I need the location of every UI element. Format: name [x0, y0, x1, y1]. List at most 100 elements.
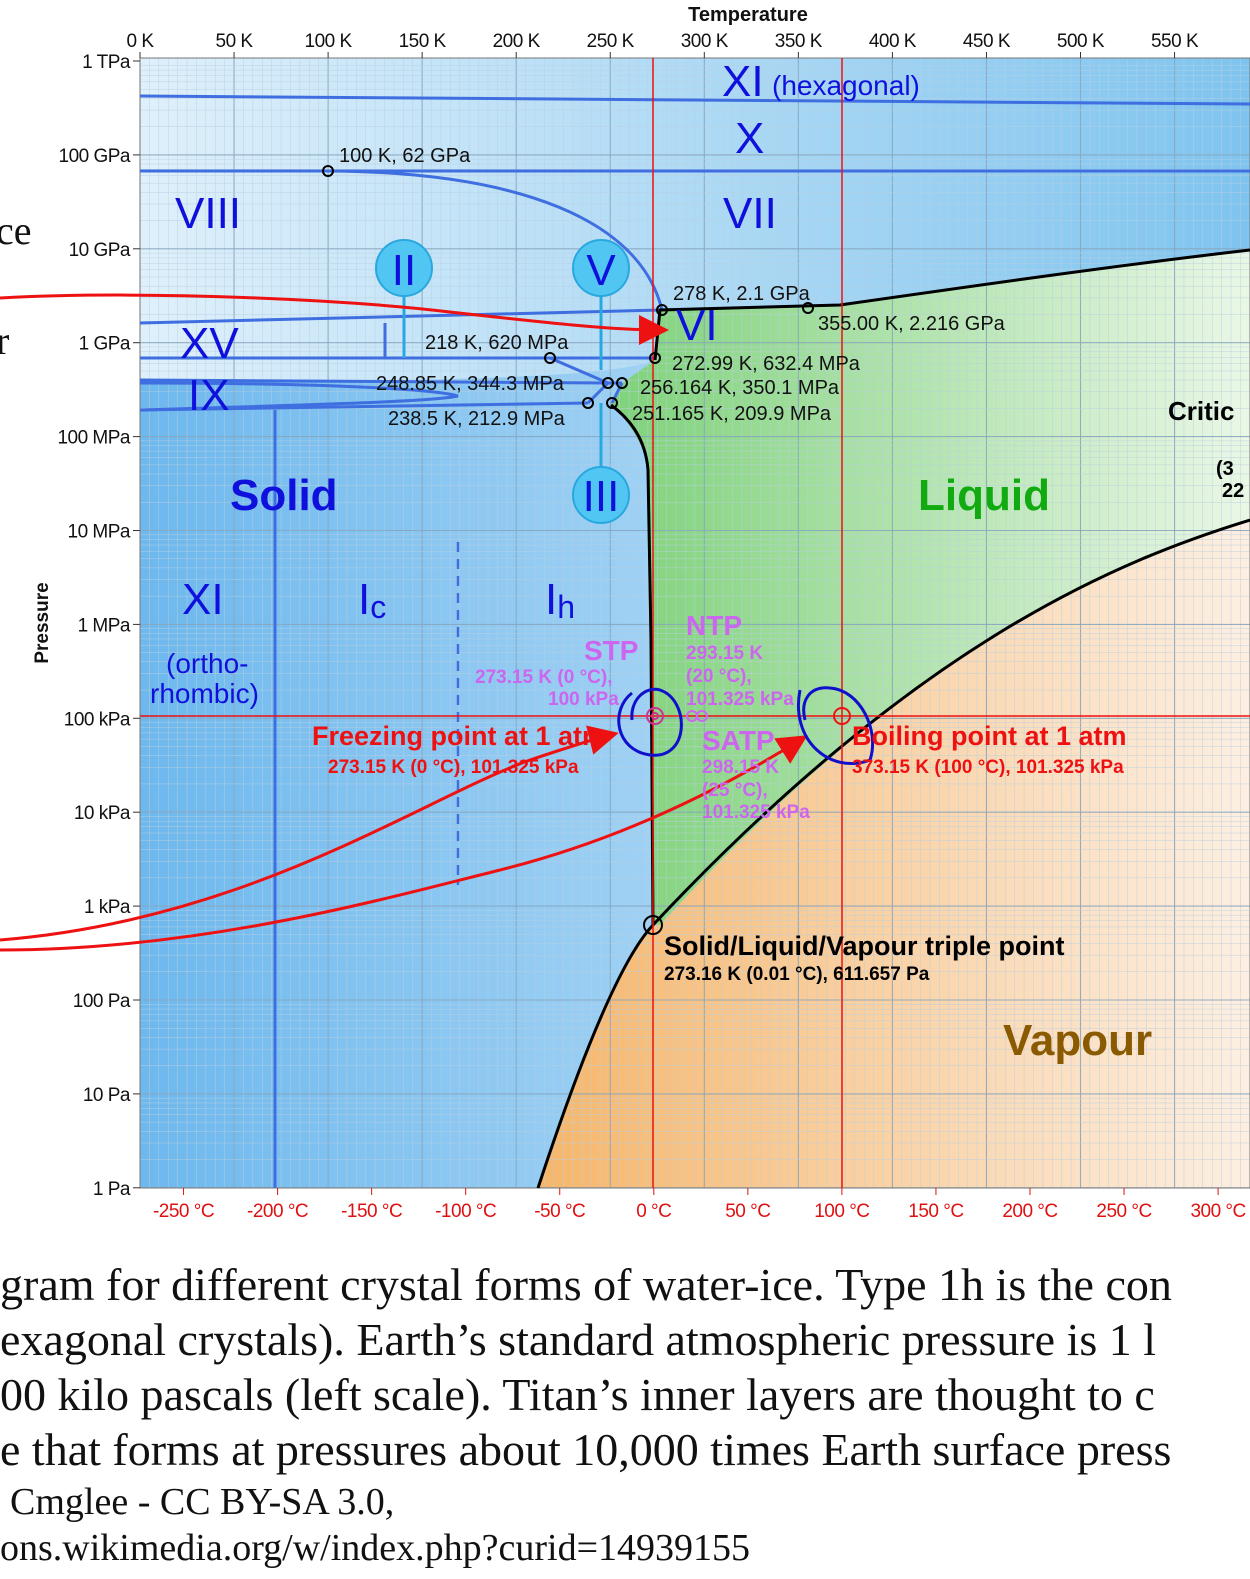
satp-line1: 298.15 K: [702, 757, 779, 778]
figure-caption: gram for different crystal forms of wate…: [0, 1258, 1250, 1579]
caption-line-4: e that forms at pressures about 10,000 t…: [0, 1424, 1172, 1475]
satp-title: SATP: [702, 725, 775, 756]
x-bottom-tick-label: 100 °C: [814, 1201, 869, 1222]
y-tick-label: 100 MPa: [57, 428, 130, 449]
point-label-1: 278 K, 2.1 GPa: [673, 283, 811, 305]
point-label-6: 256.164 K, 350.1 MPa: [640, 377, 840, 399]
ice-phase-lines: [139, 94, 1250, 1188]
point-label-2: 355.00 K, 2.216 GPa: [818, 313, 1006, 335]
x-top-tick-label: 550 K: [1151, 31, 1199, 52]
bubble-markers: [375, 239, 630, 524]
x-bottom-tick-label: 0 °C: [636, 1201, 671, 1222]
side-fragment-ce: ce: [0, 208, 32, 253]
stp-line1: 273.15 K (0 °C),: [475, 667, 613, 688]
phase-diagram-chart: 0 K 50 K 100 K 150 K 200 K 250 K 300 K 350 K 400…: [0, 4, 1250, 1222]
phase-boundaries: [536, 248, 1250, 1189]
ntp-line2: (20 °C),: [686, 666, 752, 687]
satp-line2: (25 °C),: [702, 780, 768, 801]
phase-label-ih: Ih: [545, 575, 575, 625]
phase-label-v: V: [586, 246, 616, 295]
x-top-tick-label: 350 K: [775, 31, 823, 52]
x-axis-title: Temperature: [688, 4, 808, 26]
x-top-tick-label: 150 K: [399, 31, 447, 52]
phase-label-xi-hex: XI: [722, 57, 764, 106]
y-tick-label: 1 TPa: [82, 52, 131, 73]
phase-label-iii: III: [583, 472, 620, 521]
x-bottom-tick-label: -250 °C: [153, 1201, 214, 1222]
x-top-tick-label: 500 K: [1057, 31, 1105, 52]
x-top-tick-label: 200 K: [493, 31, 541, 52]
y-axis-title: Pressure: [32, 582, 53, 663]
phase-label-ic: Ic: [358, 575, 386, 625]
caption-line-6: ons.wikimedia.org/w/index.php?curid=1493…: [0, 1527, 751, 1569]
y-tick-label: 1 Pa: [93, 1179, 131, 1200]
satp-line3: 101.325 kPa: [702, 802, 810, 823]
reference-lines: [140, 58, 1250, 1188]
phase-label-vapour: Vapour: [1003, 1016, 1152, 1065]
triple-point-markers: [322, 165, 851, 935]
y-tick-label: 1 GPa: [79, 334, 131, 355]
y-tick-label: 100 Pa: [73, 991, 131, 1012]
critical-sub2: 22: [1222, 480, 1244, 502]
phase-label-vi: VI: [676, 301, 718, 350]
stp-title: STP: [584, 635, 638, 666]
phase-label-solid: Solid: [230, 471, 338, 520]
y-tick-label: 1 MPa: [78, 615, 131, 636]
x-top-tick-label: 300 K: [681, 31, 729, 52]
x-bottom-tick-label: -150 °C: [341, 1201, 402, 1222]
x-bottom-tick-label: 250 °C: [1096, 1201, 1151, 1222]
phase-label-xi-orth-sub2: rhombic): [150, 678, 259, 709]
phase-label-ii: II: [392, 246, 416, 295]
point-label-3: 218 K, 620 MPa: [425, 332, 569, 354]
ntp-line1: 293.15 K: [686, 643, 763, 664]
y-tick-label: 10 kPa: [74, 803, 131, 824]
caption-line-5: Cmglee - CC BY-SA 3.0,: [10, 1481, 395, 1523]
y-tick-label: 10 GPa: [69, 240, 131, 261]
critical-sub1: (3: [1216, 458, 1234, 480]
phase-label-xi-hex-sub: (hexagonal): [772, 70, 920, 101]
caption-line-2: exagonal crystals). Earth’s standard atm…: [0, 1314, 1157, 1365]
x-bottom-tick-label: 300 °C: [1190, 1201, 1245, 1222]
y-tick-label: 10 MPa: [68, 522, 131, 543]
triple-title: Solid/Liquid/Vapour triple point: [664, 931, 1064, 961]
x-bottom-tick-label: -100 °C: [435, 1201, 496, 1222]
boiling-title: Boiling point at 1 atm: [852, 721, 1127, 751]
x-top-tick-label: 400 K: [869, 31, 917, 52]
freezing-title: Freezing point at 1 atm: [312, 721, 606, 751]
blue-hand-loops: [617, 686, 875, 765]
caption-line-1: gram for different crystal forms of wate…: [0, 1259, 1172, 1310]
phase-label-xi-orth: XI: [182, 575, 224, 624]
y-tick-label: 10 Pa: [83, 1085, 131, 1106]
critical-label: Critic: [1168, 396, 1234, 426]
caption-line-3: 00 kilo pascals (left scale). Titan’s in…: [0, 1369, 1155, 1420]
plot-frame: [139, 57, 1250, 1189]
phase-label-liquid: Liquid: [918, 471, 1050, 520]
boiling-sub: 373.15 K (100 °C), 101.325 kPa: [852, 757, 1124, 778]
x-bottom-tick-label: -200 °C: [247, 1201, 308, 1222]
x-top-tick-label: 100 K: [305, 31, 353, 52]
point-label-8: 251.165 K, 209.9 MPa: [632, 403, 832, 425]
point-label-7: 238.5 K, 212.9 MPa: [388, 408, 566, 430]
freezing-sub: 273.15 K (0 °C), 101.325 kPa: [328, 757, 579, 778]
x-top-tick-label: 250 K: [587, 31, 635, 52]
x-bottom-tick-label: -50 °C: [534, 1201, 585, 1222]
phase-label-xv: XV: [180, 319, 239, 368]
point-label-5: 248.85 K, 344.3 MPa: [376, 373, 565, 395]
stp-line2: 100 kPa: [548, 689, 619, 710]
x-bottom-tick-label: 50 °C: [725, 1201, 770, 1222]
ntp-line3: 101.325 kPa: [686, 689, 794, 710]
triple-sub: 273.16 K (0.01 °C), 611.657 Pa: [664, 964, 930, 985]
axis-ticks: 0 K 50 K 100 K 150 K 200 K 250 K 300 K 350 K 400…: [57, 31, 1246, 1222]
x-bottom-tick-label: 200 °C: [1002, 1201, 1057, 1222]
y-tick-label: 100 kPa: [64, 709, 131, 730]
side-fragment-r: r: [0, 318, 9, 363]
x-top-tick-label: 50 K: [216, 31, 254, 52]
phase-label-viii: VIII: [175, 189, 241, 238]
x-bottom-tick-label: 150 °C: [908, 1201, 963, 1222]
y-tick-label: 1 kPa: [84, 897, 131, 918]
red-arrows: [0, 293, 808, 952]
phase-label-xi-orth-sub1: (ortho-: [166, 648, 248, 679]
ntp-title: NTP: [686, 610, 742, 641]
x-top-tick-label: 0 K: [126, 31, 154, 52]
y-tick-label: 100 GPa: [59, 146, 131, 167]
